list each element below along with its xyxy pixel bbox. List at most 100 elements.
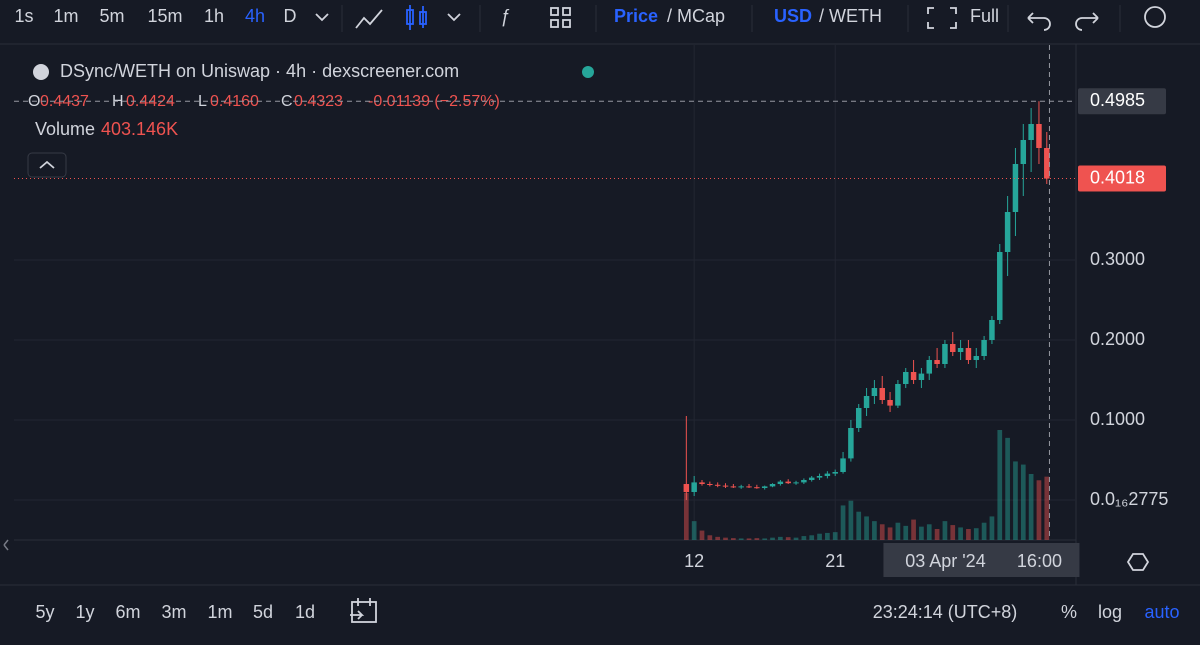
candle-body bbox=[722, 485, 729, 487]
candle-body bbox=[910, 372, 917, 380]
redo-icon[interactable] bbox=[1075, 12, 1099, 31]
volume-bar bbox=[762, 538, 768, 540]
full-button[interactable]: Full bbox=[970, 6, 999, 26]
volume-bar bbox=[785, 537, 791, 540]
candle-body bbox=[918, 373, 925, 380]
crosshair-date: 03 Apr '24 bbox=[905, 551, 986, 571]
volume-bar bbox=[832, 532, 838, 540]
scroll-left[interactable] bbox=[3, 539, 9, 551]
percent-toggle[interactable]: % bbox=[1061, 602, 1077, 622]
volume-bar bbox=[919, 526, 924, 540]
volume-bar bbox=[746, 538, 752, 540]
undo-icon[interactable] bbox=[1027, 12, 1051, 31]
candle-body bbox=[793, 482, 799, 484]
range-button[interactable]: 5d bbox=[253, 602, 273, 622]
candle-body bbox=[824, 473, 831, 476]
volume-bar bbox=[730, 538, 736, 540]
volume-bar bbox=[715, 536, 721, 540]
fullscreen-icon[interactable] bbox=[927, 7, 957, 29]
indicator-icon[interactable]: ƒ bbox=[500, 6, 510, 26]
range-button[interactable]: 6m bbox=[115, 602, 140, 622]
interval-button[interactable]: 15m bbox=[147, 6, 182, 26]
status-dot bbox=[582, 66, 594, 78]
candle-body bbox=[691, 482, 697, 492]
volume-bar bbox=[1013, 461, 1018, 540]
mcap-toggle[interactable]: / MCap bbox=[667, 6, 725, 26]
goto-date-icon[interactable] bbox=[350, 598, 377, 623]
collapse-icon[interactable] bbox=[39, 160, 55, 169]
log-toggle[interactable]: log bbox=[1098, 602, 1122, 622]
candle-body bbox=[777, 481, 784, 484]
candle-body bbox=[769, 484, 776, 487]
volume-bar bbox=[1028, 474, 1034, 540]
volume-bar bbox=[887, 527, 893, 540]
range-button[interactable]: 1m bbox=[207, 602, 232, 622]
interval-button[interactable]: 1m bbox=[53, 6, 78, 26]
volume-bar bbox=[754, 538, 760, 540]
alert-icon[interactable] bbox=[1144, 6, 1166, 28]
interval-button[interactable]: D bbox=[284, 6, 297, 26]
candle-body bbox=[1020, 140, 1027, 164]
volume-bar bbox=[934, 529, 940, 540]
candle-body bbox=[801, 480, 807, 483]
chart-title: DSync/WETH on Uniswap · 4h · dexscreener… bbox=[60, 61, 459, 81]
interval-button[interactable]: 1h bbox=[204, 6, 224, 26]
weth-toggle[interactable]: / WETH bbox=[819, 6, 882, 26]
interval-button[interactable]: 4h bbox=[245, 6, 265, 26]
candle-body bbox=[973, 356, 980, 360]
volume-bar bbox=[770, 537, 775, 540]
x-tick-label: 12 bbox=[684, 551, 704, 571]
price-toggle[interactable]: Price bbox=[614, 6, 658, 26]
volume-bar bbox=[723, 537, 728, 540]
interval-button[interactable]: 5m bbox=[99, 6, 124, 26]
volume-bar bbox=[895, 522, 901, 540]
range-button[interactable]: 3m bbox=[161, 602, 186, 622]
clock: 23:24:14 (UTC+8) bbox=[873, 602, 1018, 622]
ohlc-legend: 0.4437 bbox=[40, 93, 89, 110]
crosshair-time: 16:00 bbox=[1017, 551, 1062, 571]
volume-bar bbox=[911, 519, 916, 540]
interval-button[interactable]: 1s bbox=[14, 6, 33, 26]
ohlc-legend: 0.4160 bbox=[210, 93, 259, 110]
volume-bar bbox=[848, 500, 854, 540]
collapse-button[interactable] bbox=[27, 152, 67, 178]
candle-body bbox=[950, 344, 956, 352]
candle-body bbox=[730, 486, 737, 488]
candle-body bbox=[816, 476, 823, 478]
crosshair-y-label: 0.4985 bbox=[1090, 90, 1145, 110]
auto-toggle[interactable]: auto bbox=[1144, 602, 1179, 622]
settings-icon[interactable] bbox=[1126, 553, 1150, 571]
candle-body bbox=[902, 372, 909, 384]
y-tick-label: 0.1000 bbox=[1090, 409, 1145, 429]
token-logo bbox=[33, 64, 49, 80]
range-button[interactable]: 1y bbox=[75, 602, 94, 622]
ohlc-legend: 0.4424 bbox=[126, 93, 175, 110]
y-tick-label: 0.0₁₆2775 bbox=[1090, 489, 1168, 509]
volume-bar bbox=[778, 536, 783, 540]
volume-label: Volume bbox=[35, 119, 95, 139]
candle-body bbox=[714, 484, 721, 486]
candle-body bbox=[754, 487, 760, 489]
dropdown-icon[interactable] bbox=[315, 13, 329, 22]
candle-body bbox=[989, 320, 995, 340]
candle-body bbox=[855, 408, 862, 428]
candle-body bbox=[1004, 212, 1011, 252]
volume-bar bbox=[879, 524, 885, 540]
volume-bar bbox=[1036, 480, 1042, 540]
layout-icon[interactable] bbox=[550, 7, 571, 28]
candle-body bbox=[879, 388, 885, 400]
last-price-label: 0.4018 bbox=[1090, 167, 1145, 187]
range-button[interactable]: 5y bbox=[35, 602, 54, 622]
candle-body bbox=[934, 360, 940, 364]
volume-bar bbox=[1005, 437, 1010, 540]
volume-bar bbox=[981, 522, 987, 540]
line-chart-icon[interactable] bbox=[355, 9, 383, 29]
volume-bar bbox=[958, 527, 963, 540]
candle-body bbox=[738, 486, 744, 488]
volume-bar bbox=[707, 535, 713, 540]
dropdown-icon[interactable] bbox=[447, 13, 461, 22]
candle-icon[interactable] bbox=[406, 5, 427, 30]
ohlc-legend: 0.4323 bbox=[294, 93, 343, 110]
range-button[interactable]: 1d bbox=[295, 602, 315, 622]
usd-toggle[interactable]: USD bbox=[774, 6, 812, 26]
